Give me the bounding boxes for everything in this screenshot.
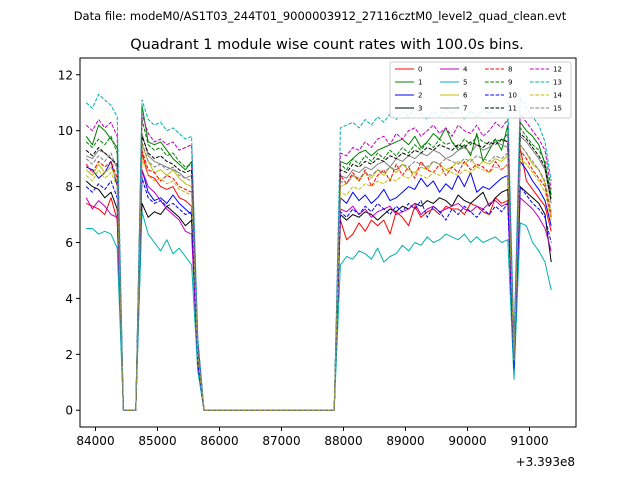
y-tick-label: 8 xyxy=(65,180,73,194)
legend-label-13: 13 xyxy=(553,79,562,87)
series-line-8 xyxy=(85,149,552,411)
x-tick-label: 88000 xyxy=(324,434,362,448)
series-line-11 xyxy=(85,133,552,411)
x-tick-label: 84000 xyxy=(76,434,114,448)
x-axis: 84000 85000 86000 87000 88000 89000 90000 91000 xyxy=(76,427,549,448)
legend-label-10: 10 xyxy=(508,92,517,100)
y-tick-label: 4 xyxy=(65,292,73,306)
y-tick-label: 10 xyxy=(58,124,73,138)
legend-label-8: 8 xyxy=(508,66,512,74)
series-line-15 xyxy=(85,141,552,411)
x-tick-label: 87000 xyxy=(262,434,300,448)
legend-label-3: 3 xyxy=(418,105,422,113)
y-tick-label: 12 xyxy=(58,68,73,82)
x-tick-label: 89000 xyxy=(386,434,424,448)
legend-label-2: 2 xyxy=(418,92,422,100)
x-tick-label: 90000 xyxy=(448,434,486,448)
legend-label-15: 15 xyxy=(553,105,562,113)
legend-label-1: 1 xyxy=(418,79,422,87)
legend-label-5: 5 xyxy=(463,79,467,87)
series-line-2 xyxy=(85,160,552,411)
series-line-12 xyxy=(85,113,552,411)
x-tick-label: 91000 xyxy=(510,434,548,448)
series-line-4 xyxy=(85,169,552,411)
x-tick-label: 85000 xyxy=(138,434,176,448)
legend-label-11: 11 xyxy=(508,105,517,113)
legend-label-14: 14 xyxy=(553,92,562,100)
y-tick-label: 2 xyxy=(65,348,73,362)
legend-label-12: 12 xyxy=(553,66,562,74)
legend-label-4: 4 xyxy=(463,66,468,74)
legend-label-7: 7 xyxy=(463,105,467,113)
series-line-0 xyxy=(85,147,552,411)
series-line-3 xyxy=(85,180,552,411)
y-tick-label: 6 xyxy=(65,236,73,250)
x-tick-label: 86000 xyxy=(200,434,238,448)
legend-box xyxy=(389,61,572,119)
legend-label-0: 0 xyxy=(418,66,422,74)
series-line-1 xyxy=(85,105,552,411)
y-tick-label: 0 xyxy=(65,404,73,418)
series-line-10 xyxy=(85,177,552,411)
series-line-14 xyxy=(85,158,552,411)
series-layer xyxy=(85,93,552,411)
series-line-5 xyxy=(86,211,552,411)
legend-label-6: 6 xyxy=(463,92,468,100)
data-file-label: Data file: modeM0/AS1T03_244T01_90000039… xyxy=(74,9,567,23)
chart-title: Quadrant 1 module wise count rates with … xyxy=(130,37,524,53)
legend-label-9: 9 xyxy=(508,79,512,87)
y-axis: 0 2 4 6 8 10 12 xyxy=(58,68,80,418)
x-axis-offset-label: +3.393e8 xyxy=(516,455,575,469)
